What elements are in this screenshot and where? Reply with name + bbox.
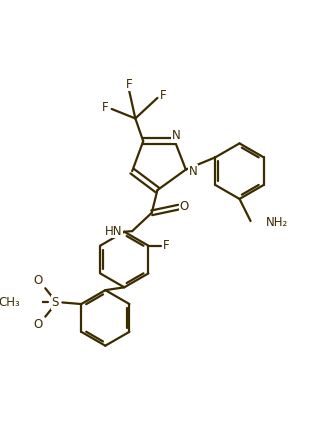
Text: F: F — [102, 101, 109, 114]
Text: CH₃: CH₃ — [0, 296, 20, 309]
Text: S: S — [52, 296, 59, 309]
Text: O: O — [180, 200, 189, 213]
Text: F: F — [164, 239, 170, 252]
Text: HN: HN — [105, 225, 122, 238]
Text: F: F — [126, 78, 132, 91]
Text: NH₂: NH₂ — [266, 216, 289, 229]
Text: O: O — [34, 318, 43, 331]
Text: N: N — [172, 129, 181, 142]
Text: N: N — [188, 165, 197, 178]
Text: F: F — [160, 89, 166, 102]
Text: O: O — [34, 274, 43, 287]
